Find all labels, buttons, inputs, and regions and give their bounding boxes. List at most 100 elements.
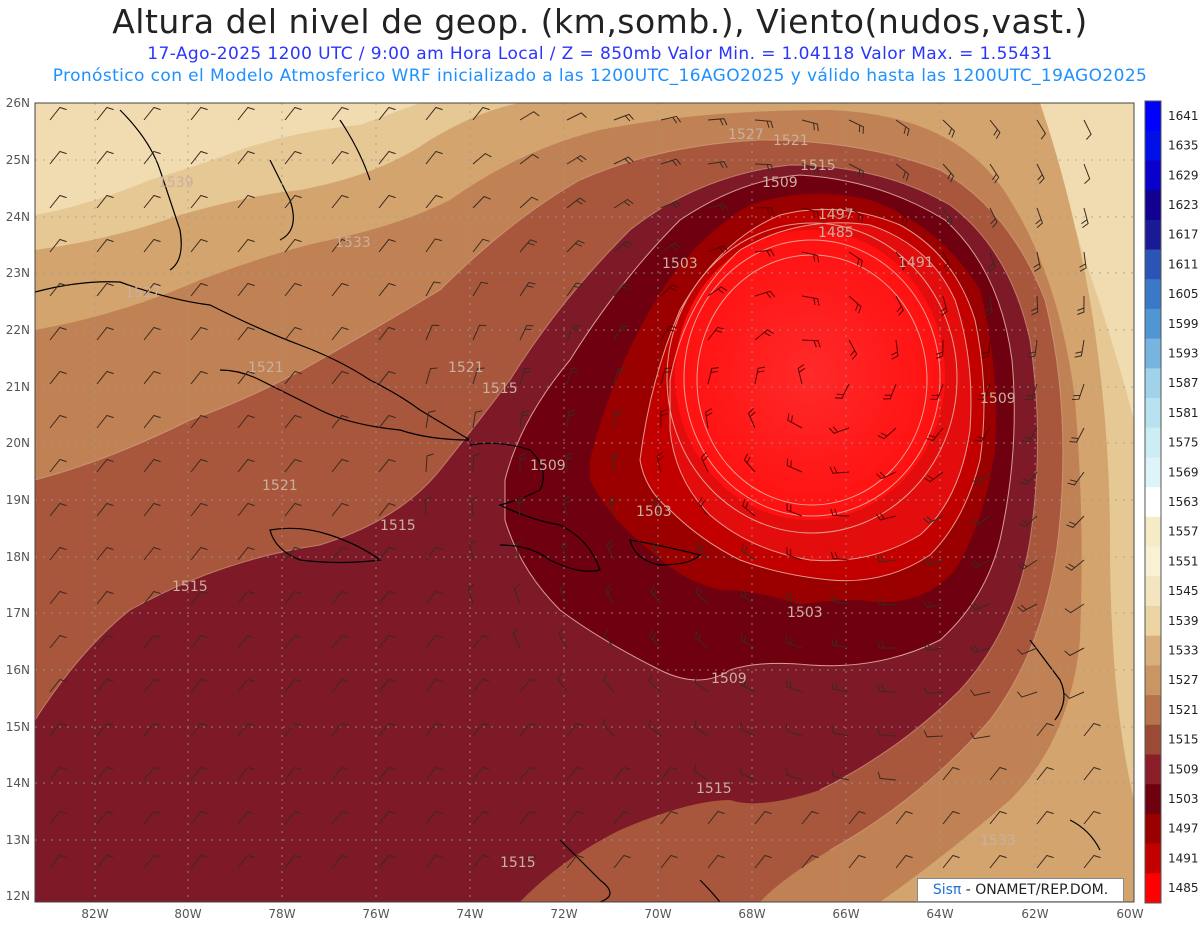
- wind-barb: [96, 326, 114, 341]
- contour-label: 1521: [262, 478, 298, 494]
- wind-barb: [650, 585, 662, 605]
- colorbar-label: 1617: [1168, 228, 1199, 242]
- contour-label: 1521: [448, 360, 484, 376]
- colorbar-swatch: [1145, 219, 1161, 251]
- wind-barb: [566, 112, 587, 121]
- wind-barb: [876, 471, 897, 480]
- wind-barb: [707, 810, 725, 825]
- wind-barb: [378, 194, 396, 209]
- wind-barb: [697, 496, 709, 517]
- wind-barb: [143, 150, 161, 165]
- wind-barb: [190, 414, 208, 429]
- wind-barb: [613, 283, 631, 297]
- wind-barb: [519, 409, 530, 429]
- wind-barb: [705, 408, 713, 429]
- wind-barb: [1065, 559, 1085, 571]
- wind-barb: [1071, 383, 1085, 400]
- wind-barb: [190, 150, 208, 165]
- lat-tick: 19N: [6, 493, 30, 507]
- wind-barb: [472, 766, 490, 781]
- wind-barb: [970, 515, 991, 526]
- wind-barb: [284, 590, 302, 605]
- lat-tick: 20N: [6, 436, 30, 450]
- wind-barb: [96, 238, 114, 253]
- wind-barb: [284, 150, 302, 165]
- wind-barb: [613, 198, 634, 209]
- wind-barb: [834, 383, 850, 399]
- wind-barb: [974, 427, 991, 442]
- wind-barb: [237, 546, 255, 561]
- wind-barb: [96, 106, 114, 121]
- wind-barb: [743, 453, 756, 473]
- wind-barb: [602, 673, 615, 693]
- wind-barb: [425, 546, 443, 561]
- contour-label: 1515: [172, 579, 208, 595]
- wind-barb: [425, 281, 441, 297]
- wind-barb: [96, 282, 114, 297]
- wind-barb: [989, 207, 998, 228]
- wind-barb: [96, 370, 114, 385]
- wind-barb: [190, 546, 208, 561]
- wind-barb: [747, 408, 756, 429]
- wind-barb: [96, 678, 114, 693]
- colorbar-swatch: [1145, 249, 1161, 280]
- wind-barb: [848, 339, 858, 360]
- colorbar-label: 1509: [1168, 762, 1199, 776]
- wind-barb: [472, 324, 487, 341]
- lon-tick: 76W: [362, 907, 389, 921]
- colorbar-label: 1545: [1168, 584, 1199, 598]
- wind-barb: [49, 810, 67, 825]
- lat-tick: 24N: [6, 210, 30, 224]
- wind-barb: [1017, 603, 1038, 613]
- wind-barb: [604, 584, 615, 605]
- wind-barb: [695, 586, 709, 605]
- wind-barb: [378, 502, 396, 517]
- wind-barb: [425, 324, 440, 341]
- wind-barb: [425, 194, 443, 209]
- wind-barb: [660, 766, 678, 781]
- wind-barb: [660, 367, 673, 385]
- wind-barb: [284, 546, 302, 561]
- wind-barb: [877, 427, 897, 440]
- wind-barb: [660, 242, 681, 253]
- wind-barb: [472, 634, 490, 649]
- wind-barb: [190, 502, 208, 517]
- wind-barb: [143, 194, 161, 209]
- wind-barb: [519, 324, 534, 341]
- contour-label: 1527: [125, 285, 161, 301]
- wind-barb: [519, 810, 537, 825]
- wind-barb: [754, 207, 775, 215]
- wind-barb: [519, 239, 538, 253]
- wind-barb: [331, 766, 349, 781]
- wind-barb: [1036, 766, 1054, 781]
- lat-lon-grid: [35, 103, 1134, 902]
- wind-barb: [49, 546, 67, 561]
- wind-barb: [190, 634, 208, 649]
- wind-barb: [284, 238, 302, 253]
- wind-barb: [378, 458, 396, 473]
- sispi-logo-text: Sisπ: [932, 882, 962, 898]
- wind-barb: [378, 678, 396, 693]
- colorbar-label: 1587: [1168, 376, 1199, 390]
- wind-barb: [1019, 471, 1038, 485]
- colorbar-swatch: [1145, 190, 1161, 221]
- wind-barb: [828, 426, 850, 434]
- wind-barb: [942, 766, 960, 781]
- contour-label: 1533: [335, 235, 371, 251]
- wind-barb: [513, 583, 521, 605]
- wind-barb: [378, 326, 396, 341]
- wind-barb: [237, 678, 255, 693]
- wind-barb: [566, 766, 584, 781]
- lat-tick: 12N: [6, 889, 30, 903]
- wind-barb: [660, 158, 681, 167]
- wind-barb: [566, 854, 584, 869]
- wind-barb: [877, 771, 897, 781]
- lon-tick: 66W: [832, 907, 859, 921]
- wind-barb: [1077, 295, 1085, 315]
- wind-barb: [143, 282, 161, 297]
- wind-barb: [970, 559, 991, 568]
- lat-tick: 16N: [6, 663, 30, 677]
- wind-barb: [700, 452, 709, 473]
- wind-barb: [660, 810, 678, 825]
- wind-barb: [190, 194, 208, 209]
